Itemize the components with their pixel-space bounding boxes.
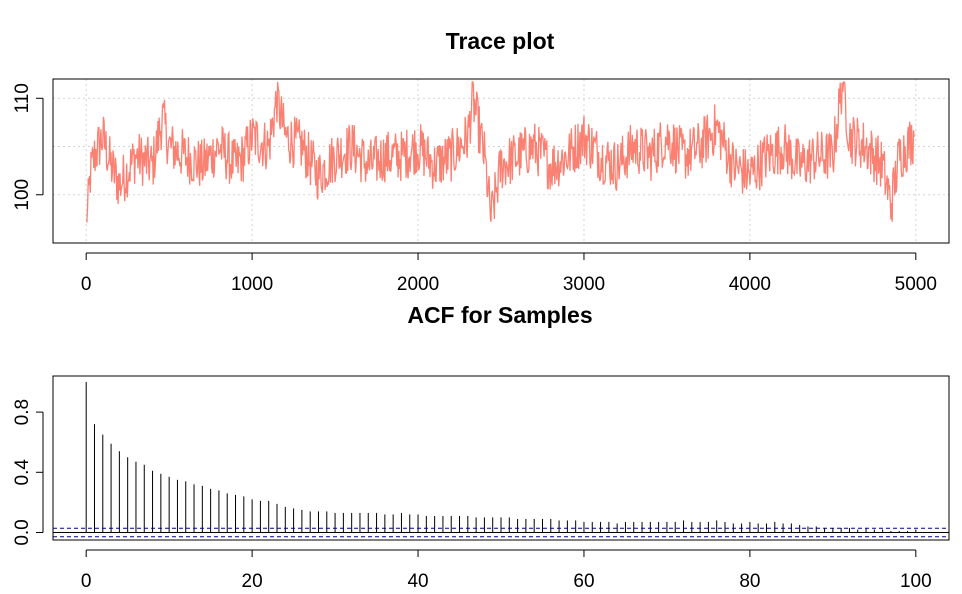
acf-x-tick-label-0: 0 — [81, 571, 92, 592]
trace-x-tick-label-5: 5000 — [895, 274, 937, 295]
trace-x-tick-label-3: 3000 — [563, 274, 605, 295]
trace-plot-title: Trace plot — [446, 28, 555, 54]
trace-x-tick-label-4: 4000 — [729, 274, 771, 295]
trace-x-tick-label-0: 0 — [81, 274, 92, 295]
acf-y-tick-label-2: 0.8 — [12, 399, 33, 425]
acf-confidence-bounds — [53, 527, 949, 538]
trace-plot-panel: Trace plot 0 1000 2000 3000 4000 5000 100 110 — [12, 28, 950, 295]
acf-x-tick-label-5: 100 — [900, 571, 932, 592]
trace-plot-frame — [52, 78, 950, 244]
trace-line — [86, 81, 915, 223]
acf-x-tick-label-3: 60 — [573, 571, 594, 592]
acf-y-tick-label-0: 0.0 — [12, 519, 33, 545]
acf-panel: ACF for Samples 0 20 40 60 80 100 0.0 0.4 0.8 — [12, 302, 950, 592]
trace-x-axis: 0 1000 2000 3000 4000 5000 — [81, 252, 937, 295]
trace-x-tick-label-1: 1000 — [231, 274, 273, 295]
acf-plot-frame — [52, 375, 950, 541]
acf-x-tick-label-2: 40 — [407, 571, 428, 592]
acf-x-axis: 0 20 40 60 80 100 — [81, 549, 932, 592]
trace-y-axis: 100 110 — [12, 83, 44, 211]
acf-title: ACF for Samples — [407, 302, 592, 328]
trace-x-tick-label-2: 2000 — [397, 274, 439, 295]
acf-x-tick-label-1: 20 — [242, 571, 263, 592]
acf-y-axis: 0.0 0.4 0.8 — [12, 399, 44, 546]
trace-line-group — [86, 81, 915, 223]
acf-y-tick-label-1: 0.4 — [12, 459, 33, 486]
acf-bars-group — [85, 382, 917, 533]
trace-y-tick-label-0: 100 — [12, 179, 33, 211]
trace-y-tick-label-1: 110 — [12, 83, 33, 113]
acf-x-tick-label-4: 80 — [739, 571, 760, 592]
